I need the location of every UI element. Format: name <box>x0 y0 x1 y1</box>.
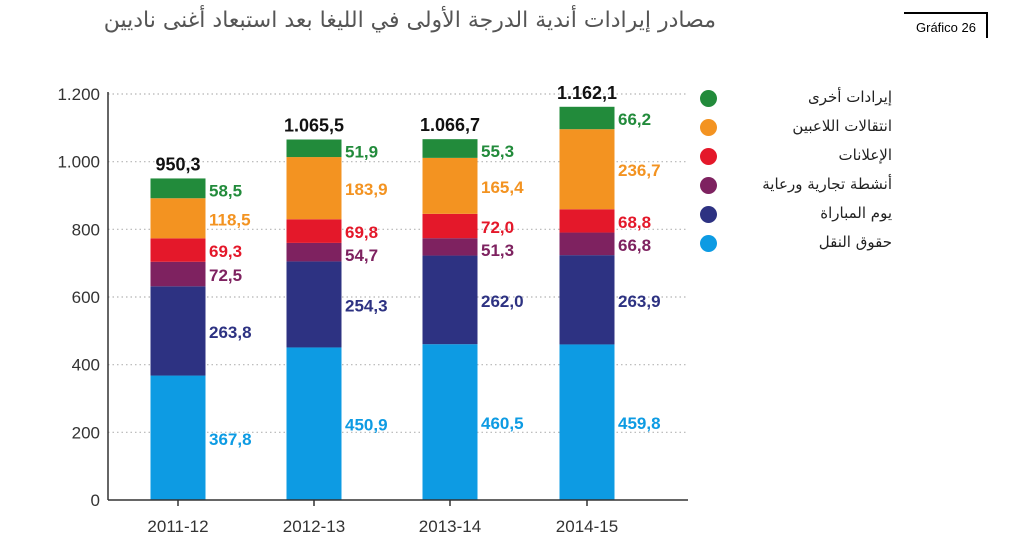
data-label: 460,5 <box>481 414 524 433</box>
bar-segment <box>422 157 478 214</box>
bar-segment <box>559 129 615 210</box>
bar-segment <box>150 238 206 262</box>
total-label: 950,3 <box>155 154 200 174</box>
bar-segment <box>559 209 615 233</box>
bar-segment <box>286 157 342 220</box>
bar-segment <box>286 219 342 243</box>
y-tick-label: 400 <box>72 356 100 375</box>
x-tick-label: 2012-13 <box>283 517 345 536</box>
bar-segment <box>150 198 206 239</box>
y-tick-label: 200 <box>72 423 100 442</box>
legend-label: إيرادات أخرى <box>808 88 892 106</box>
total-label: 1.066,7 <box>420 115 480 135</box>
legend-item: إيرادات أخرى <box>700 88 920 117</box>
legend-swatch <box>700 119 717 136</box>
data-label: 236,7 <box>618 161 661 180</box>
legend-item: انتقالات اللاعبين <box>700 117 920 146</box>
legend-item: حقوق النقل <box>700 233 920 262</box>
bar-segment <box>559 344 615 500</box>
legend-label: الإعلانات <box>838 146 893 164</box>
bar-segment <box>422 344 478 500</box>
data-label: 69,8 <box>345 223 378 242</box>
data-label: 459,8 <box>618 414 661 433</box>
y-tick-label: 1.200 <box>57 85 100 104</box>
legend-item: يوم المباراة <box>700 204 920 233</box>
data-label: 69,3 <box>209 242 242 261</box>
data-label: 263,9 <box>618 292 661 311</box>
legend-label: انتقالات اللاعبين <box>792 117 892 135</box>
data-label: 254,3 <box>345 296 388 315</box>
x-tick-label: 2011-12 <box>147 517 208 536</box>
data-label: 263,8 <box>209 323 252 342</box>
figure-tag: Gráfico 26 <box>904 12 988 38</box>
bar-segment <box>150 375 206 500</box>
data-label: 66,2 <box>618 110 651 129</box>
bar-segment <box>559 106 615 130</box>
x-tick-label: 2013-14 <box>419 517 481 536</box>
total-label: 1.065,5 <box>284 116 344 136</box>
y-tick-label: 800 <box>72 220 100 239</box>
bar-segment <box>286 347 342 500</box>
legend-label: حقوق النقل <box>818 233 892 251</box>
figure-tag-label: Gráfico 26 <box>916 20 976 35</box>
bar-segment <box>559 255 615 345</box>
data-label: 58,5 <box>209 181 242 200</box>
data-label: 51,9 <box>345 143 378 162</box>
legend-swatch <box>700 90 717 107</box>
data-label: 118,5 <box>209 210 251 229</box>
legend-swatch <box>700 148 717 165</box>
data-label: 165,4 <box>481 178 524 197</box>
bar-segment <box>150 286 206 376</box>
data-label: 55,3 <box>481 142 514 161</box>
data-label: 450,9 <box>345 416 388 435</box>
data-label: 66,8 <box>618 236 651 255</box>
chart-title: مصادر إيرادات أندية الدرجة الأولى في الل… <box>103 8 716 33</box>
data-label: 68,8 <box>618 213 651 232</box>
bar-segment <box>422 255 478 345</box>
bar-segment <box>559 232 615 256</box>
x-tick-label: 2014-15 <box>556 517 618 536</box>
data-label: 72,5 <box>209 266 242 285</box>
bar-segment <box>150 261 206 287</box>
data-label: 262,0 <box>481 292 524 311</box>
bar-segment <box>286 139 342 158</box>
data-label: 72,0 <box>481 218 514 237</box>
bar-segment <box>422 139 478 158</box>
data-label: 54,7 <box>345 246 378 265</box>
legend-label: يوم المباراة <box>820 204 892 222</box>
bar-segment <box>422 213 478 239</box>
y-tick-label: 600 <box>72 288 100 307</box>
data-label: 51,3 <box>481 241 514 260</box>
legend-swatch <box>700 235 717 252</box>
legend-item: أنشطة تجارية ورعاية <box>700 175 920 204</box>
legend-label: أنشطة تجارية ورعاية <box>762 175 892 193</box>
data-label: 183,9 <box>345 180 388 199</box>
legend-swatch <box>700 177 717 194</box>
data-label: 367,8 <box>209 430 252 449</box>
y-tick-label: 0 <box>91 491 100 510</box>
legend-item: الإعلانات <box>700 146 920 175</box>
bar-segment <box>150 178 206 199</box>
bar-segment <box>286 242 342 262</box>
legend-swatch <box>700 206 717 223</box>
bar-segment <box>422 238 478 256</box>
y-tick-label: 1.000 <box>57 153 100 172</box>
bar-segment <box>286 261 342 348</box>
chart-legend: إيرادات أخرى انتقالات اللاعبين الإعلانات أن… <box>700 88 920 262</box>
total-label: 1.162,1 <box>557 83 617 103</box>
